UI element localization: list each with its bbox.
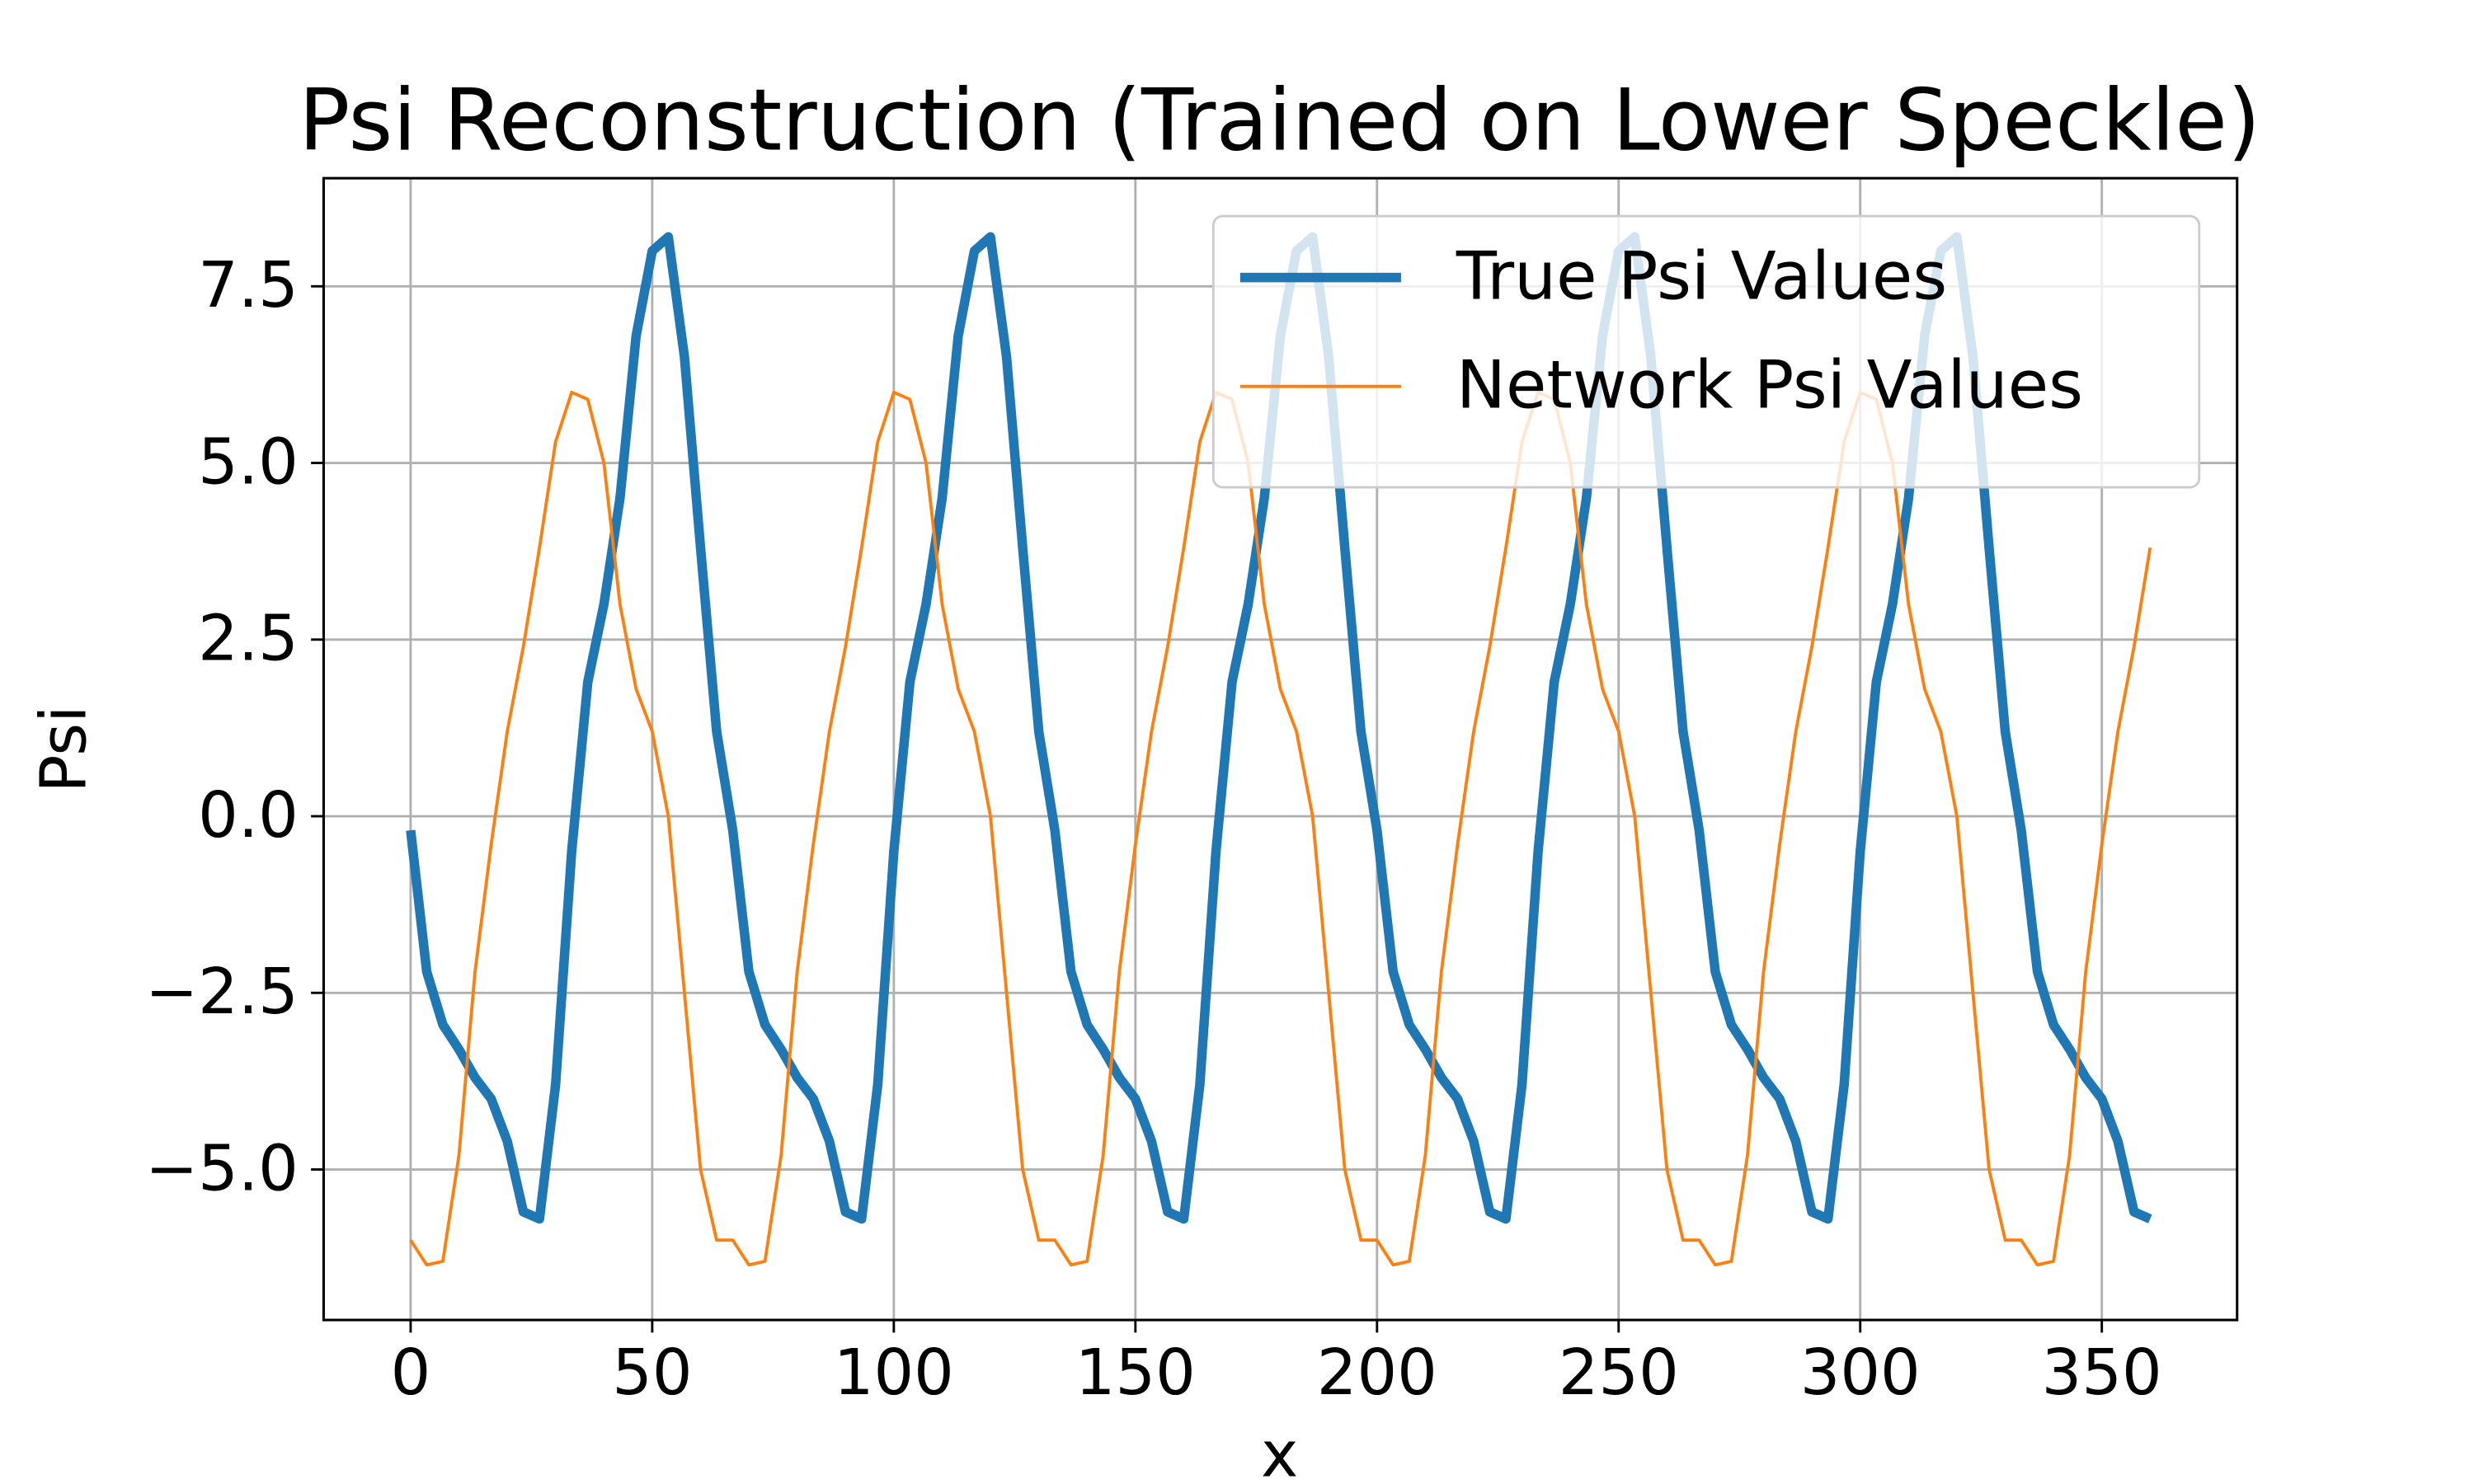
y-tick-label: 7.5 — [198, 249, 299, 322]
x-tick-label: 150 — [1075, 1336, 1196, 1410]
x-axis-label: x — [1261, 1418, 1298, 1484]
x-tick-label: 250 — [1559, 1336, 1679, 1410]
x-tick-label: 300 — [1800, 1336, 1921, 1410]
y-tick-label: −2.5 — [145, 956, 299, 1029]
x-tick-label: 200 — [1317, 1336, 1437, 1410]
plot-frame — [322, 176, 2239, 1322]
y-tick-label: 0.0 — [198, 779, 299, 852]
legend: True Psi Values Network Psi Values — [1211, 214, 2201, 489]
legend-label: True Psi Values — [1456, 237, 1947, 314]
y-tick-label: 5.0 — [198, 425, 299, 499]
x-tick-label: 0 — [391, 1336, 431, 1410]
chart-title: Psi Reconstruction (Trained on Lower Spe… — [299, 71, 2260, 170]
y-tick-label: 2.5 — [198, 603, 299, 676]
y-tick-label: −5.0 — [145, 1132, 299, 1205]
x-tick-label: 50 — [612, 1336, 692, 1410]
y-axis-label: Psi — [28, 706, 101, 793]
legend-box — [1211, 214, 2201, 489]
ticks: 0 50 100 150 200 250 300 350 −5.0 −2.5 0.0 2.5 5.0 7.… — [145, 249, 2162, 1410]
legend-label: Network Psi Values — [1456, 345, 2083, 423]
x-tick-label: 350 — [2042, 1336, 2162, 1410]
x-tick-label: 100 — [834, 1336, 954, 1410]
